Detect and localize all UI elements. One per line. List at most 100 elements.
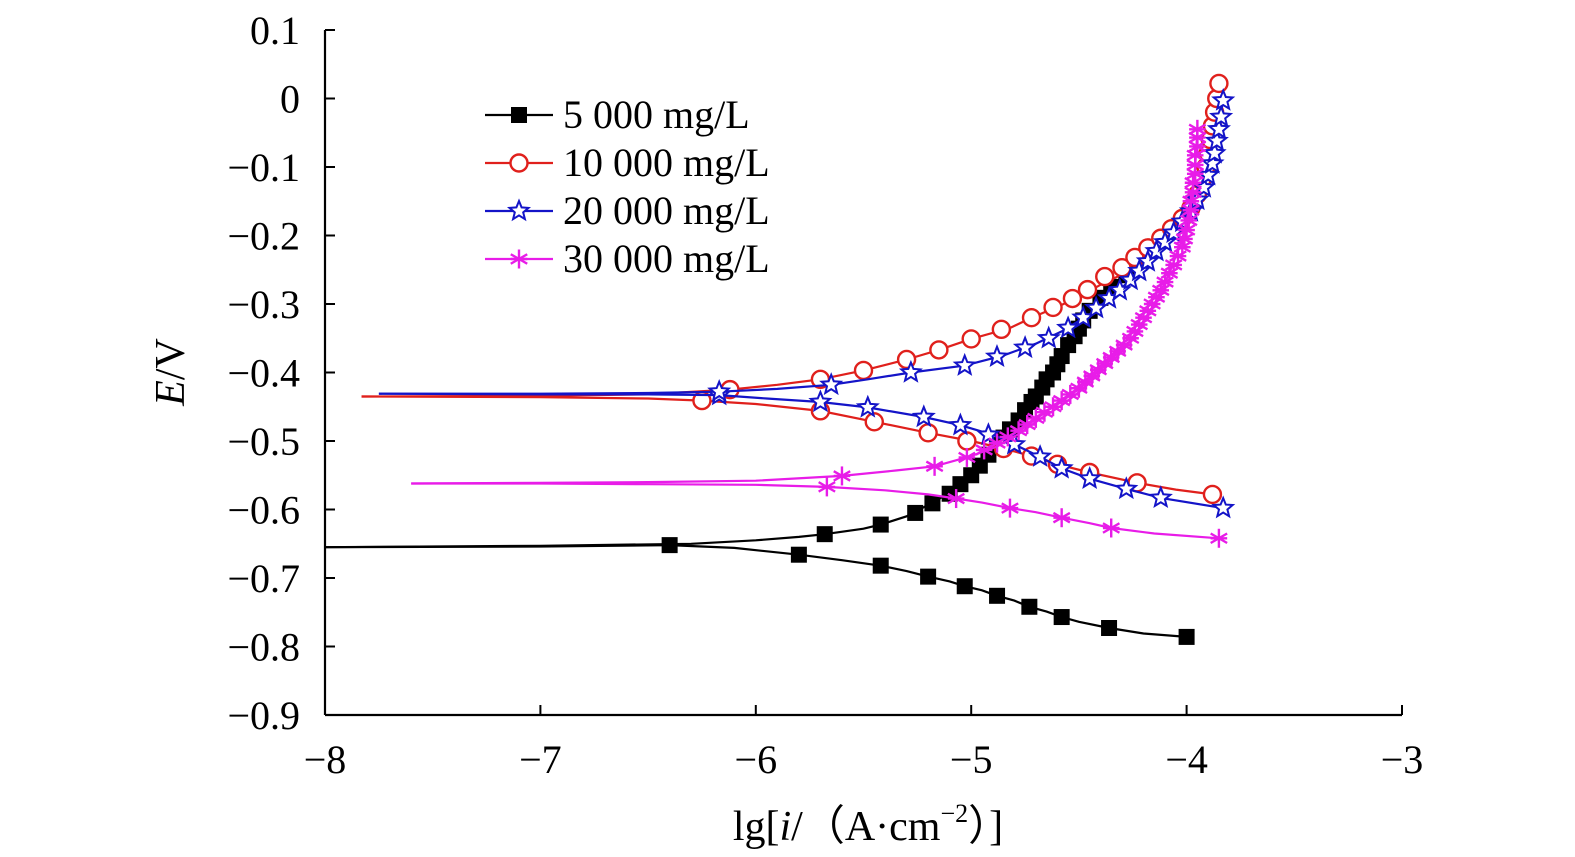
series-4-anodic-line [411, 129, 1199, 485]
series-4-point [833, 466, 851, 486]
legend-label: 20 000 mg/L [563, 188, 770, 233]
series-3-point [911, 404, 936, 428]
series-2-point [1209, 73, 1229, 94]
series-3-point [707, 379, 732, 402]
series-1-point [956, 578, 973, 595]
series-2-point [929, 340, 949, 360]
y-tick-label: −0.8 [227, 625, 300, 670]
series-4-point [1186, 155, 1205, 175]
legend-label: 30 000 mg/L [563, 236, 770, 281]
legend-item: 10 000 mg/L [485, 140, 770, 185]
series-4-point [1210, 528, 1228, 548]
series-4-point [818, 477, 836, 497]
x-tick-label: −8 [304, 737, 347, 782]
series-2-point [1077, 279, 1098, 300]
series-3-point [952, 352, 977, 376]
series-4-point [1188, 119, 1207, 139]
series-4-point [1184, 182, 1202, 202]
series-4-point [947, 489, 965, 509]
series-4-point [1179, 210, 1198, 230]
series-2-point [1021, 308, 1042, 328]
series-3-anodic-line [378, 100, 1225, 395]
series-2-point [1062, 288, 1083, 309]
series-2-point [853, 360, 874, 381]
legend-marker [510, 249, 528, 269]
legend-item: 30 000 mg/L [485, 236, 770, 281]
series-4-point [1160, 263, 1179, 283]
series-3-point [898, 359, 923, 383]
series-3-point [1206, 116, 1231, 140]
series-2 [361, 73, 1229, 505]
series-1 [324, 254, 1195, 645]
series-3-point [1036, 325, 1061, 349]
series-3-point [1196, 162, 1221, 186]
legend-label: 10 000 mg/L [563, 140, 770, 185]
x-tick-label: −3 [1381, 737, 1424, 782]
y-tick-label: −0.4 [227, 351, 300, 396]
series-2-cathodic-line [361, 395, 1213, 496]
y-tick-label: −0.9 [227, 693, 300, 738]
series-4-point [925, 456, 944, 476]
series-1-point [924, 495, 941, 512]
series-2-point [1043, 297, 1063, 318]
series-4-point [1102, 518, 1121, 538]
x-tick-label: −5 [950, 737, 993, 782]
legend-item: 20 000 mg/L [485, 188, 770, 233]
series-3-point [1211, 87, 1236, 111]
series-3-point [819, 372, 844, 396]
legend-marker [511, 107, 527, 123]
series-2-anodic-line [361, 83, 1220, 398]
series-4-point [1177, 220, 1196, 240]
series-3-point [984, 343, 1010, 368]
series-1-point [1101, 620, 1118, 637]
series-4-point [1182, 191, 1200, 211]
series-2-point [957, 431, 977, 451]
series-1-point [816, 526, 833, 543]
series-3-point [1209, 104, 1234, 128]
series-1-point [872, 557, 889, 574]
series-3-point [1028, 444, 1053, 467]
y-tick-label: 0.1 [250, 8, 300, 53]
series-3-point [855, 394, 880, 418]
series-3-point [1114, 476, 1139, 500]
legend: 5 000 mg/L10 000 mg/L20 000 mg/L30 000 m… [485, 92, 770, 281]
series-2-point [864, 412, 884, 432]
series-4-point [958, 447, 976, 467]
series-1-point [1178, 628, 1195, 645]
y-tick-label: −0.5 [227, 419, 300, 464]
series-1-point [989, 587, 1006, 604]
legend-marker [509, 153, 529, 173]
y-axis-title: E/V [148, 338, 194, 407]
series-3-point [1202, 140, 1227, 164]
series-4 [411, 119, 1228, 548]
y-tick-label: −0.7 [227, 556, 300, 601]
series-3-point [1148, 485, 1173, 509]
y-tick-label: −0.6 [227, 488, 300, 533]
series-2-point [1095, 266, 1115, 287]
series-3-cathodic-line [378, 392, 1224, 510]
series-4-cathodic-line [411, 482, 1219, 540]
series-1-point [1053, 609, 1070, 626]
x-tick-label: −4 [1165, 737, 1208, 782]
series-2-point [1202, 484, 1223, 505]
series-4-point [1001, 498, 1019, 518]
series-3-point [1049, 455, 1074, 479]
series-3-point [1077, 466, 1102, 489]
y-tick-label: 0 [280, 77, 300, 122]
series-1-point [920, 568, 937, 585]
x-tick-label: −7 [519, 737, 562, 782]
series-3-point [1056, 315, 1081, 339]
series-3-point [1012, 335, 1038, 359]
series-3-point [1211, 495, 1236, 519]
axes: 0.1 0 −0.1 −0.2 −0.3 −0.4 −0.5 −0.6 −0.7 −0.8 −0.9… [227, 8, 1423, 782]
series-3-point [1135, 248, 1160, 272]
series-3 [378, 87, 1236, 519]
series-2-point [918, 423, 938, 443]
y-tick-label: −0.2 [227, 214, 300, 259]
legend-item: 5 000 mg/L [485, 92, 750, 137]
series-2-point [961, 329, 981, 349]
y-tick-label: −0.3 [227, 282, 300, 327]
series-1-point [790, 546, 807, 563]
